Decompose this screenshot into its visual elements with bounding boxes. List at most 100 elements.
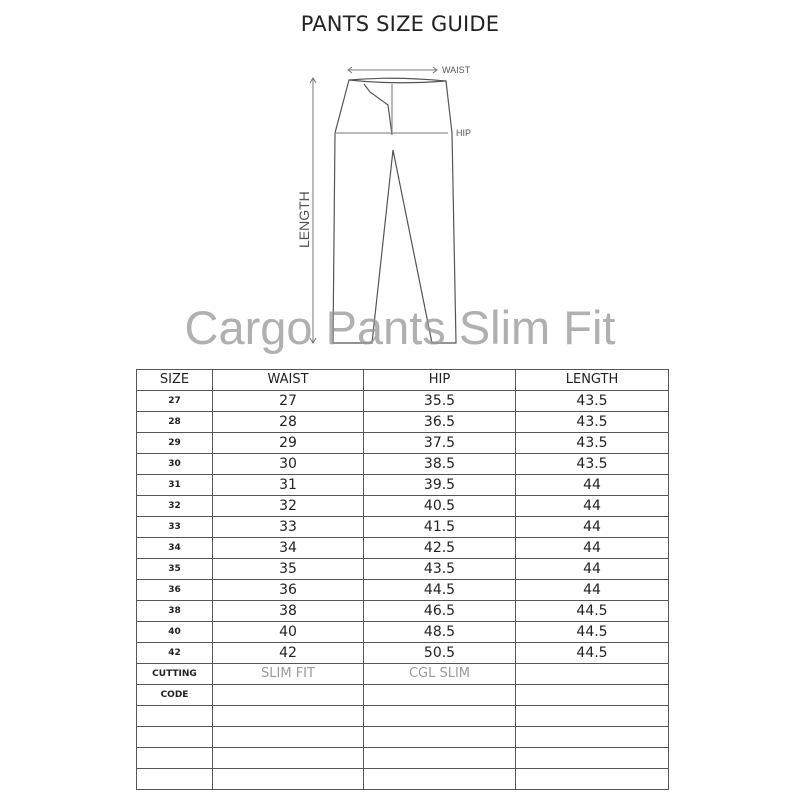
table-cell: 43.5 xyxy=(515,390,669,412)
table-cell: 50.5 xyxy=(363,642,516,664)
table-cell: 40 xyxy=(212,621,364,643)
table-cell: 44.5 xyxy=(515,642,669,664)
table-cell: 44.5 xyxy=(515,621,669,643)
table-cell: 46.5 xyxy=(363,600,516,622)
table-cell: 35 xyxy=(136,558,213,580)
table-cell: 28 xyxy=(212,411,364,433)
table-row: 32 32 40.5 44 xyxy=(136,495,669,517)
table-cell: 34 xyxy=(136,537,213,559)
table-cell xyxy=(363,705,516,727)
waist-label: WAIST xyxy=(442,65,471,75)
table-cell: 44 xyxy=(515,558,669,580)
table-cell: 36 xyxy=(136,579,213,601)
table-row: 35 35 43.5 44 xyxy=(136,558,669,580)
table-cell: 35.5 xyxy=(363,390,516,412)
table-cell xyxy=(515,768,669,790)
table-cell: 30 xyxy=(136,453,213,475)
table-cell: 38 xyxy=(136,600,213,622)
column-header: WAIST xyxy=(212,369,364,391)
table-cell xyxy=(363,768,516,790)
page-title: PANTS SIZE GUIDE xyxy=(300,12,500,36)
table-cell xyxy=(515,684,669,706)
table-cell: 33 xyxy=(212,516,364,538)
table-row: 27 27 35.5 43.5 xyxy=(136,390,669,412)
table-cell: 44 xyxy=(515,495,669,517)
table-cell xyxy=(515,747,669,769)
table-cell: 31 xyxy=(136,474,213,496)
table-cell: 36.5 xyxy=(363,411,516,433)
table-header-row: SIZE WAIST HIP LENGTH xyxy=(136,369,669,391)
table-row xyxy=(136,768,669,790)
table-cell xyxy=(515,705,669,727)
table-cell: 41.5 xyxy=(363,516,516,538)
table-cell: 43.5 xyxy=(515,453,669,475)
table-row xyxy=(136,726,669,748)
table-cell: 43.5 xyxy=(515,432,669,454)
table-row: 30 30 38.5 43.5 xyxy=(136,453,669,475)
table-cell: 40.5 xyxy=(363,495,516,517)
length-label: LENGTH xyxy=(296,191,312,248)
table-cell: 27 xyxy=(212,390,364,412)
table-cell: 35 xyxy=(212,558,364,580)
table-cell: 40 xyxy=(136,621,213,643)
table-row: CUTTING SLIM FIT CGL SLIM xyxy=(136,663,669,685)
table-cell: 36 xyxy=(212,579,364,601)
table-cell: CUTTING xyxy=(136,663,213,685)
table-cell xyxy=(136,726,213,748)
column-header: SIZE xyxy=(136,369,213,391)
table-cell: 29 xyxy=(136,432,213,454)
table-cell: 31 xyxy=(212,474,364,496)
table-cell: 38.5 xyxy=(363,453,516,475)
table-cell: 42 xyxy=(212,642,364,664)
table-cell: 44 xyxy=(515,474,669,496)
table-cell: 42.5 xyxy=(363,537,516,559)
table-cell: 32 xyxy=(136,495,213,517)
hip-label: HIP xyxy=(456,128,471,138)
table-cell xyxy=(212,747,364,769)
table-row: 36 36 44.5 44 xyxy=(136,579,669,601)
table-cell xyxy=(212,768,364,790)
table-cell: 34 xyxy=(212,537,364,559)
table-cell xyxy=(363,684,516,706)
table-cell: 42 xyxy=(136,642,213,664)
table-cell: 39.5 xyxy=(363,474,516,496)
table-row xyxy=(136,705,669,727)
table-row: 38 38 46.5 44.5 xyxy=(136,600,669,622)
table-cell: 44 xyxy=(515,579,669,601)
table-cell: CODE xyxy=(136,684,213,706)
table-row xyxy=(136,747,669,769)
table-cell: 28 xyxy=(136,411,213,433)
table-cell: 27 xyxy=(136,390,213,412)
table-cell xyxy=(212,726,364,748)
size-table: SIZE WAIST HIP LENGTH 27 27 35.5 43.5 28 28 36.5 4… xyxy=(136,369,669,790)
table-cell: 44 xyxy=(515,537,669,559)
table-cell xyxy=(212,705,364,727)
table-row: 33 33 41.5 44 xyxy=(136,516,669,538)
table-cell xyxy=(136,747,213,769)
table-cell xyxy=(136,768,213,790)
table-row: 40 40 48.5 44.5 xyxy=(136,621,669,643)
table-cell xyxy=(515,663,669,685)
table-cell: 33 xyxy=(136,516,213,538)
table-cell: SLIM FIT xyxy=(212,663,364,685)
table-cell: 30 xyxy=(212,453,364,475)
table-cell: CGL SLIM xyxy=(363,663,516,685)
table-row: 31 31 39.5 44 xyxy=(136,474,669,496)
table-cell xyxy=(212,684,364,706)
pants-outline xyxy=(332,77,457,344)
table-row: 42 42 50.5 44.5 xyxy=(136,642,669,664)
table-row: CODE xyxy=(136,684,669,706)
table-cell xyxy=(136,705,213,727)
pants-diagram: WAIST HIP LENGTH xyxy=(296,65,471,344)
product-name-watermark: Cargo Pants Slim Fit xyxy=(184,301,616,354)
table-cell: 48.5 xyxy=(363,621,516,643)
table-row: 28 28 36.5 43.5 xyxy=(136,411,669,433)
table-cell: 44.5 xyxy=(515,600,669,622)
table-cell: 43.5 xyxy=(515,411,669,433)
table-cell xyxy=(363,747,516,769)
table-cell: 43.5 xyxy=(363,558,516,580)
table-row: 34 34 42.5 44 xyxy=(136,537,669,559)
table-cell: 38 xyxy=(212,600,364,622)
table-row: 29 29 37.5 43.5 xyxy=(136,432,669,454)
column-header: HIP xyxy=(363,369,516,391)
